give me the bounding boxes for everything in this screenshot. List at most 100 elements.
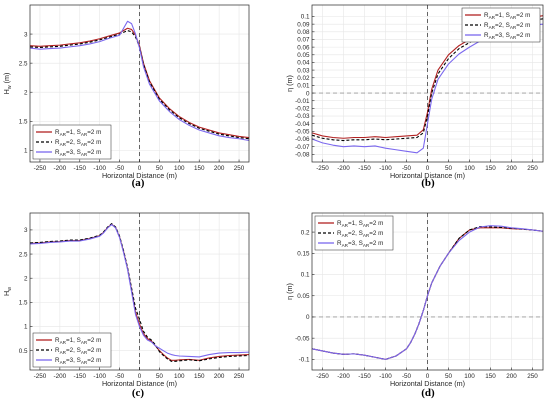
x-tick-label: -150 bbox=[358, 373, 371, 380]
chart-panel-3: -250 -200 -150 -100 -50 0 50 100 150 200 250 0.5 1 1.… bbox=[2, 212, 250, 399]
series-line-2 bbox=[29, 223, 250, 362]
y-tick-label: 0 bbox=[306, 314, 310, 321]
y-tick-label: 1.5 bbox=[19, 300, 28, 307]
x-tick-label: 200 bbox=[506, 165, 517, 172]
panel-label: (d) bbox=[421, 387, 435, 399]
series-line-2 bbox=[311, 18, 544, 142]
y-tick-label: 0.07 bbox=[297, 37, 310, 44]
x-tick-label: 50 bbox=[445, 165, 453, 172]
y-tick-label: 0.04 bbox=[297, 60, 310, 67]
chart-panel-2: -250 -200 -150 -100 -50 0 50 100 150 200 250-0.08-… bbox=[285, 4, 544, 189]
x-tick-label: -150 bbox=[73, 165, 86, 172]
y-axis-label: Hw bbox=[2, 287, 13, 296]
y-tick-label: 3 bbox=[24, 31, 28, 38]
y-tick-label: 1 bbox=[24, 324, 28, 331]
panel-label: (c) bbox=[132, 387, 145, 399]
legend-label-2: RAR=2, SAR=2 m bbox=[55, 139, 101, 147]
legend: RAR=1, SAR=2 m RAR=2, SAR=2 m RAR=3, SAR=2… bbox=[314, 215, 394, 251]
x-tick-label: -50 bbox=[115, 373, 125, 380]
panel-label: (b) bbox=[421, 177, 435, 189]
x-tick-label: 50 bbox=[156, 165, 164, 172]
series-line-3 bbox=[29, 224, 250, 358]
y-axis-label: η (m) bbox=[285, 75, 294, 92]
x-tick-label: 250 bbox=[527, 165, 538, 172]
y-tick-label: 2 bbox=[24, 89, 28, 96]
x-tick-label: -250 bbox=[34, 373, 47, 380]
y-tick-label: 0 bbox=[306, 90, 310, 97]
x-axis-label: Horizontal Distance (m) bbox=[390, 379, 465, 388]
y-tick-label: 0.2 bbox=[301, 229, 310, 236]
legend: RAR=1, SAR=2 m RAR=2, SAR=2 m RAR=3, SAR=2… bbox=[461, 7, 541, 43]
y-tick-label: 2 bbox=[24, 275, 28, 282]
x-tick-label: 250 bbox=[234, 165, 245, 172]
y-tick-label: -0.07 bbox=[295, 144, 310, 151]
x-axis-label: Horizontal Distance (m) bbox=[390, 171, 465, 180]
y-tick-label: 0.05 bbox=[297, 293, 310, 300]
legend-label-3: RAR=3, SAR=2 m bbox=[337, 240, 383, 248]
y-tick-label: -0.1 bbox=[299, 357, 310, 364]
y-tick-label: -0.05 bbox=[295, 129, 310, 136]
y-tick-label: 0.08 bbox=[297, 29, 310, 36]
x-tick-label: 0 bbox=[138, 373, 142, 380]
chart-panel-1: -250 -200 -150 -100 -50 0 50 100 150 200 250 1 1.5 2 2… bbox=[2, 4, 250, 189]
y-tick-label: 0.09 bbox=[297, 21, 310, 28]
y-tick-label: 0.05 bbox=[297, 52, 310, 59]
x-axis-label: Horizontal Distance (m) bbox=[102, 379, 177, 388]
x-tick-label: -200 bbox=[337, 165, 350, 172]
x-tick-label: 150 bbox=[485, 373, 496, 380]
y-tick-label: -0.02 bbox=[295, 106, 310, 113]
chart-panel-4: -250 -200 -150 -100 -50 0 50 100 150 200 250 -0.1 -0… bbox=[285, 212, 544, 399]
x-tick-label: -250 bbox=[316, 373, 329, 380]
x-tick-label: 150 bbox=[194, 373, 205, 380]
x-tick-label: -200 bbox=[337, 373, 350, 380]
y-tick-label: 0.1 bbox=[301, 272, 310, 279]
y-tick-label: -0.01 bbox=[295, 98, 310, 105]
x-tick-label: 50 bbox=[445, 373, 453, 380]
x-tick-label: -50 bbox=[402, 165, 412, 172]
legend-label-2: RAR=2, SAR=2 m bbox=[55, 347, 101, 355]
x-tick-label: -100 bbox=[379, 165, 392, 172]
series-line-3 bbox=[311, 225, 544, 360]
y-tick-label: 2.5 bbox=[19, 251, 28, 258]
x-tick-label: -100 bbox=[93, 373, 106, 380]
x-tick-label: 100 bbox=[174, 165, 185, 172]
x-tick-label: 0 bbox=[426, 165, 430, 172]
x-tick-label: 150 bbox=[485, 165, 496, 172]
legend-label-1: RAR=1, SAR=2 m bbox=[484, 12, 530, 20]
x-tick-label: -100 bbox=[93, 165, 106, 172]
x-tick-label: 150 bbox=[194, 165, 205, 172]
y-tick-label: -0.05 bbox=[295, 335, 310, 342]
x-tick-label: 100 bbox=[464, 165, 475, 172]
legend: RAR=1, SAR=2 m RAR=2, SAR=2 m RAR=3, SAR=2… bbox=[32, 124, 112, 160]
x-tick-label: -250 bbox=[34, 165, 47, 172]
x-tick-label: -250 bbox=[316, 165, 329, 172]
y-tick-label: 0.06 bbox=[297, 44, 310, 51]
y-tick-label: 3 bbox=[24, 227, 28, 234]
x-tick-label: 0 bbox=[426, 373, 430, 380]
x-tick-label: 250 bbox=[527, 373, 538, 380]
x-tick-label: 200 bbox=[506, 373, 517, 380]
legend: RAR=1, SAR=2 m RAR=2, SAR=2 m RAR=3, SAR=2… bbox=[32, 332, 112, 368]
legend-label-3: RAR=3, SAR=2 m bbox=[484, 32, 530, 40]
x-tick-label: 200 bbox=[214, 373, 225, 380]
y-axis-label: η (m) bbox=[285, 283, 294, 300]
y-tick-label: 0.5 bbox=[19, 348, 28, 355]
x-tick-label: -50 bbox=[402, 373, 412, 380]
legend-label-3: RAR=3, SAR=2 m bbox=[55, 149, 101, 157]
x-tick-label: 250 bbox=[234, 373, 245, 380]
y-tick-label: 0.01 bbox=[297, 83, 310, 90]
y-tick-label: -0.04 bbox=[295, 121, 310, 128]
legend-label-2: RAR=2, SAR=2 m bbox=[484, 22, 530, 30]
x-tick-label: 100 bbox=[464, 373, 475, 380]
x-tick-label: 200 bbox=[214, 165, 225, 172]
x-tick-label: -50 bbox=[115, 165, 125, 172]
x-tick-label: -150 bbox=[73, 373, 86, 380]
x-tick-label: -200 bbox=[54, 373, 67, 380]
legend-label-3: RAR=3, SAR=2 m bbox=[55, 357, 101, 365]
x-tick-label: 100 bbox=[174, 373, 185, 380]
y-tick-label: 1 bbox=[24, 148, 28, 155]
panel-label: (a) bbox=[132, 177, 145, 189]
y-tick-label: -0.03 bbox=[295, 113, 310, 120]
y-tick-label: 1.5 bbox=[19, 118, 28, 125]
y-tick-label: 0.02 bbox=[297, 75, 310, 82]
